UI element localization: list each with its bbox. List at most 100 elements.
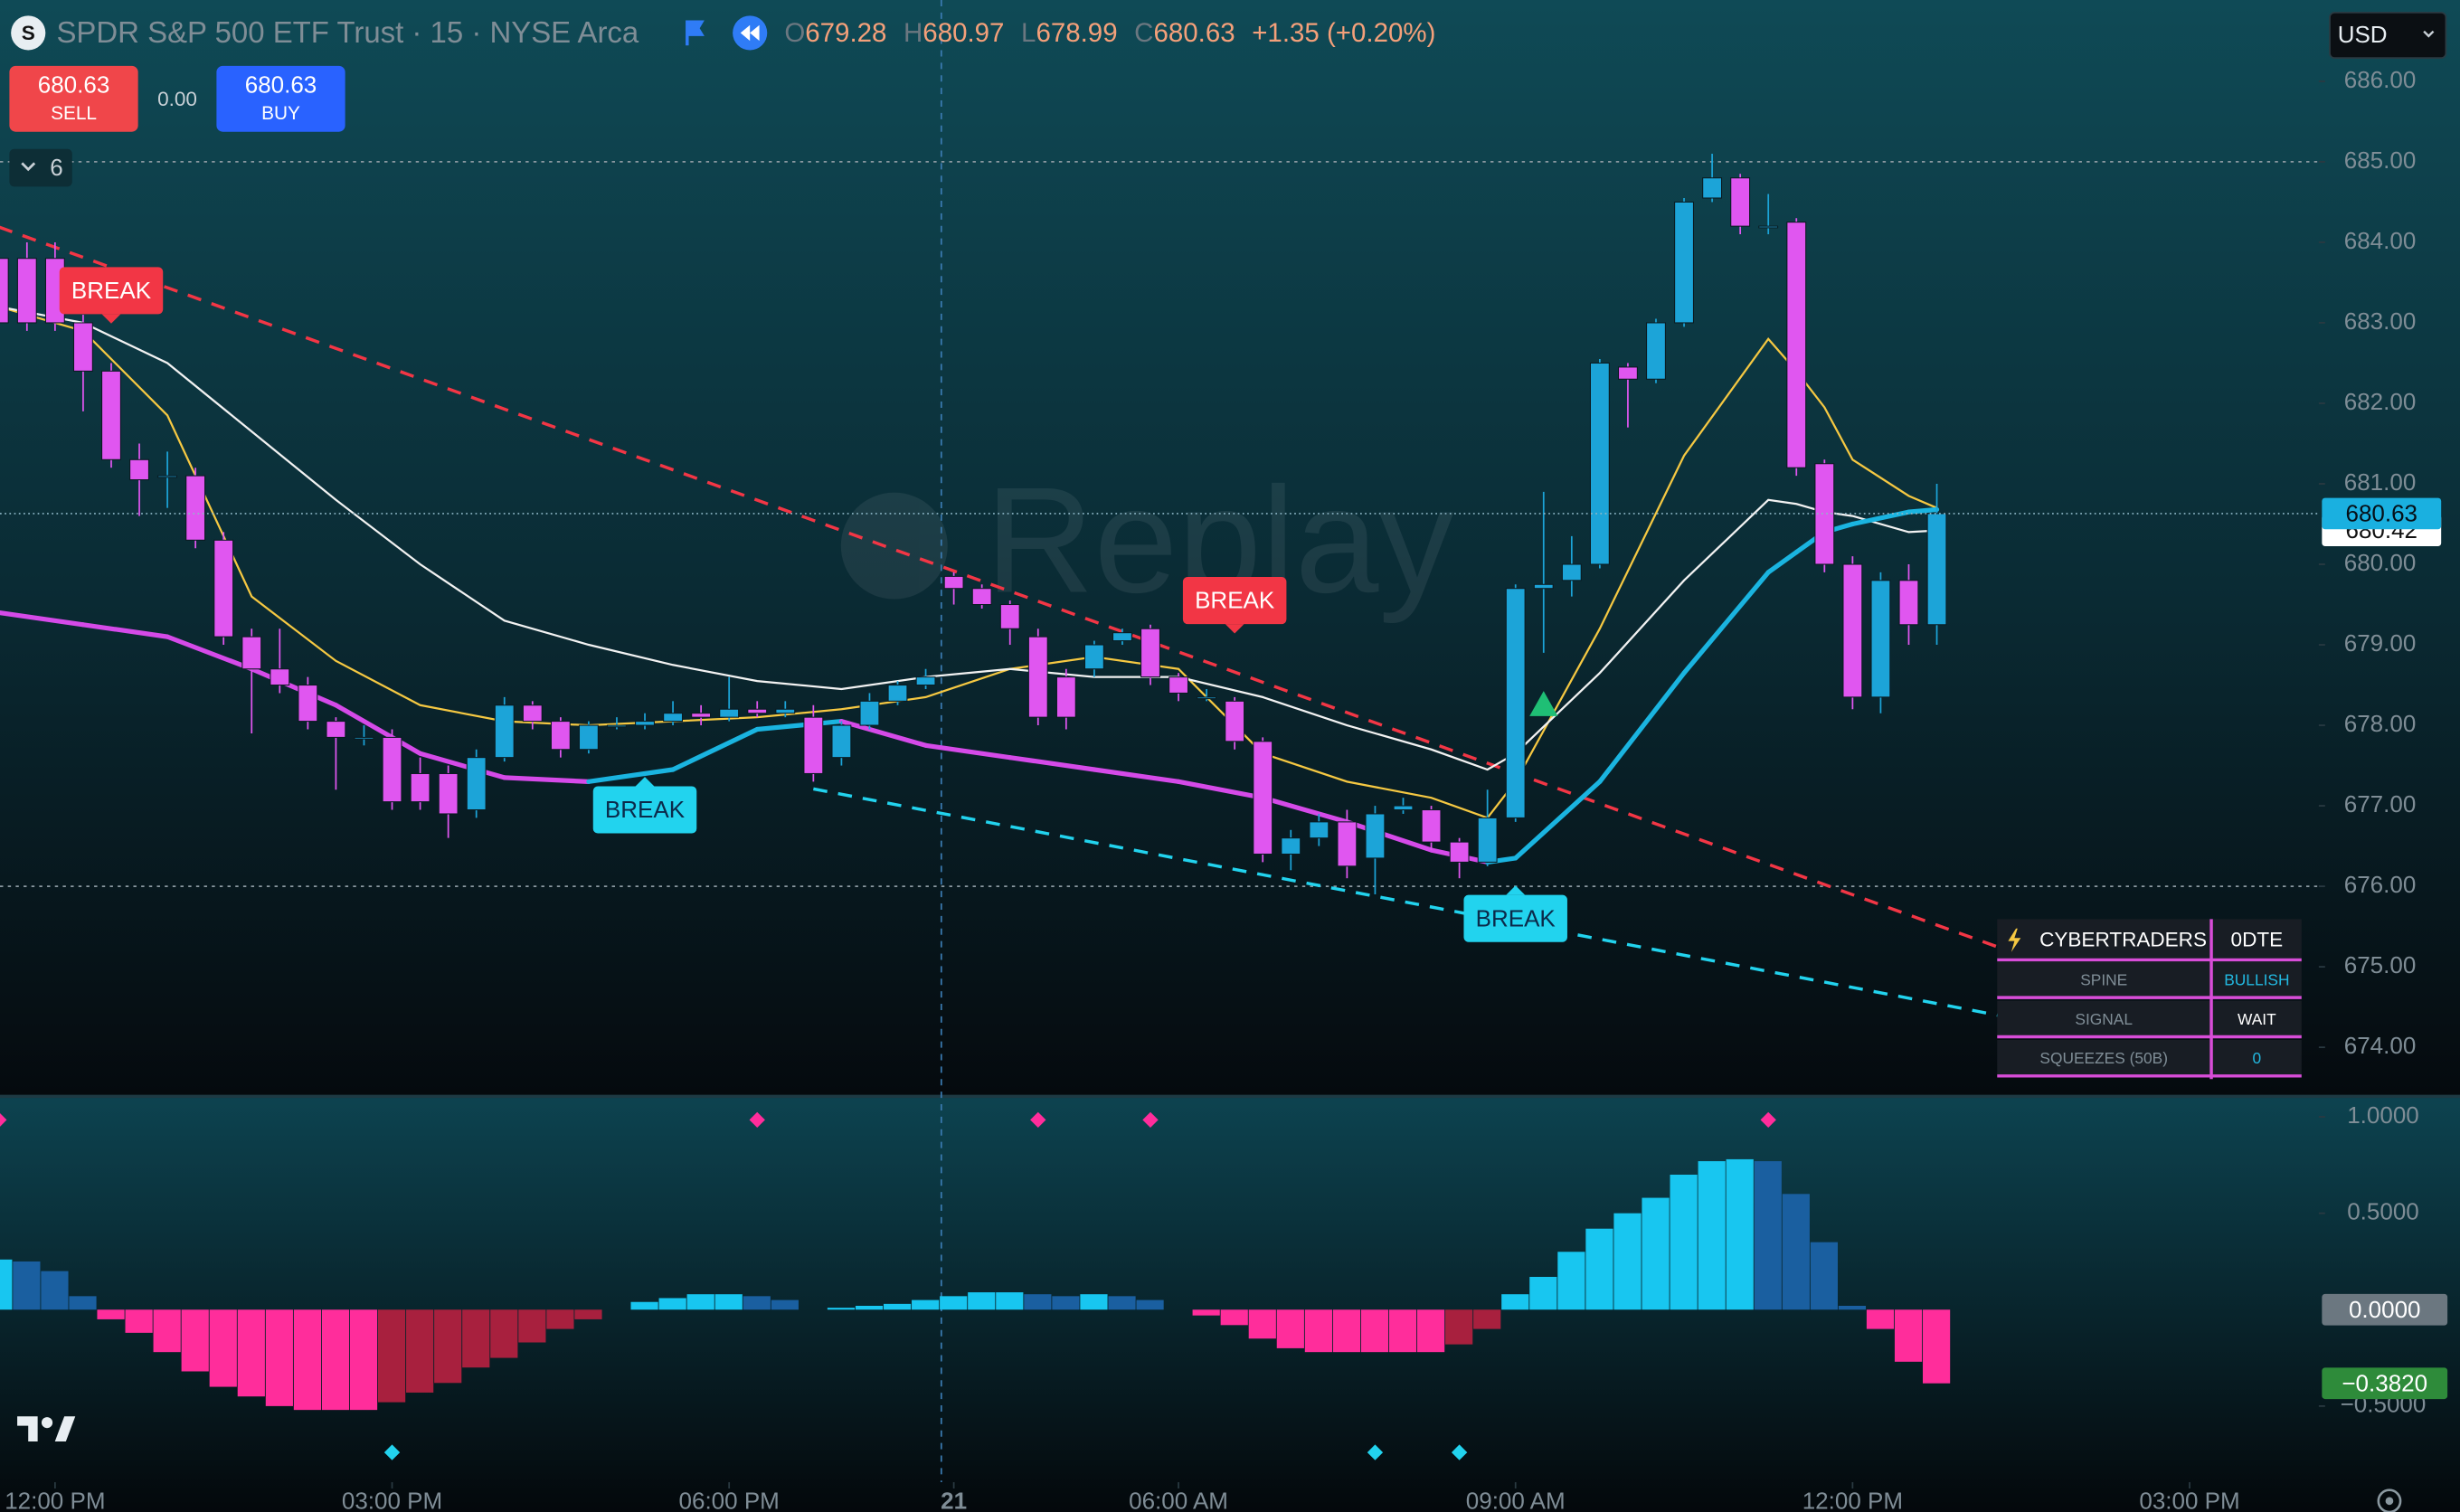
candle-body [578,724,599,751]
y-tick-label: 683.00 [2344,307,2417,335]
currency-box[interactable] [2329,12,2447,60]
break-label-bg [1463,894,1567,942]
candle-body [691,713,712,718]
spine-segment [1260,795,1349,825]
candle-body [635,721,655,726]
candle-body [157,475,178,478]
indicator-toggle-bg[interactable] [9,148,72,187]
histogram-bar [686,1294,714,1310]
break-label-bg [592,786,697,834]
y-tick-label: 678.00 [2344,710,2417,737]
spine-segment [80,622,170,639]
spine-segment [1850,509,1912,527]
info-table: CYBERTRADERS 0DTE SPINE BULLISH SIGNAL WAIT SQ… [1997,919,2302,1080]
histogram-bar [968,1292,996,1310]
spine-segment [670,726,760,772]
spine-segment [333,703,423,756]
histogram-bar [1810,1242,1838,1310]
spread: 0.00 [157,88,197,110]
candle-body [1083,644,1104,670]
candle-body [607,724,627,728]
moving-average [0,306,1937,819]
histogram-bar [377,1309,406,1403]
histogram-bar [1866,1309,1895,1329]
gear[interactable] [2377,1488,2402,1512]
histogram-bar [1136,1299,1164,1310]
buy-button[interactable] [216,65,345,132]
price-pane [0,0,2460,1097]
candle-body [943,575,964,590]
break-pointer [1506,885,1526,895]
histogram-bar [855,1305,884,1310]
candle-body [915,676,936,686]
candle-body [831,724,852,759]
settings-icon[interactable] [2377,1488,2402,1512]
histogram-bar [1248,1309,1276,1339]
candle-body [1140,628,1160,678]
histogram-bar [69,1296,97,1310]
candle-body [663,713,683,723]
break-pointer [1225,624,1244,634]
x-tick-label: 09:00 AM [1466,1487,1566,1512]
histogram-bar [1388,1309,1417,1353]
spine-segment [586,767,676,784]
histogram-bar [518,1309,546,1343]
watermark: Replay [840,457,1454,625]
candle-body [775,708,796,714]
histogram-bar [1613,1213,1642,1310]
candle-body [101,370,121,460]
spine-segment [1681,570,1771,676]
histogram-bar [1642,1197,1670,1310]
spine-segment [754,718,845,732]
candle-body [1112,632,1132,642]
candle-body [1421,808,1442,843]
spine-segment [165,634,254,672]
candle-body [1926,513,1947,626]
candle-body [298,685,318,723]
oscillator-marker [0,1112,7,1127]
histogram-bar [1473,1309,1501,1329]
y-tick-label: 0.5000 [2347,1198,2419,1225]
indicator-toggle[interactable]: 6 [9,148,72,187]
candle-body [1281,837,1301,855]
histogram-bar [1360,1309,1389,1353]
spine-segment [1597,670,1687,784]
table-label: SPINE [2080,970,2127,988]
logo-part [54,1416,76,1441]
currency-selector[interactable]: USD [2329,12,2447,60]
histogram-bar [1304,1309,1332,1353]
y-tick-label: 680.00 [2344,549,2417,576]
x-tick-label: 03:00 PM [2139,1487,2239,1512]
histogram-bar [153,1309,181,1353]
candle-body [1505,588,1526,818]
candle-body [1589,362,1610,565]
histogram-bar [97,1309,125,1319]
candle-body [438,772,459,815]
table-cell [1997,1000,2211,1037]
y-tick-label: 675.00 [2344,951,2417,978]
histogram-bar [1754,1161,1782,1310]
candle-body [1758,225,1779,229]
candle-body [382,736,402,803]
candle-body [213,539,234,638]
candle-body [719,708,740,718]
histogram-bar [125,1309,153,1333]
candle-body [1561,563,1582,581]
histogram-bar [462,1309,490,1368]
candle-body [326,721,346,738]
y-tick-label: 684.00 [2344,227,2417,254]
histogram-bar [0,1259,13,1310]
histogram-bar [658,1298,686,1310]
histogram-bar [13,1261,41,1310]
sell-button[interactable] [9,65,138,132]
table-value: BULLISH [2224,970,2289,988]
candle-body [1449,841,1470,863]
flag-icon[interactable] [686,20,705,46]
histogram-bar [743,1296,771,1310]
break-label: BREAK [1476,904,1556,931]
moving-average [0,306,1937,771]
ohlc-value: 680.63 [1153,18,1235,48]
table-value: WAIT [2238,1010,2276,1028]
spine-segment [1765,550,1799,575]
value-badge [2322,1367,2448,1400]
